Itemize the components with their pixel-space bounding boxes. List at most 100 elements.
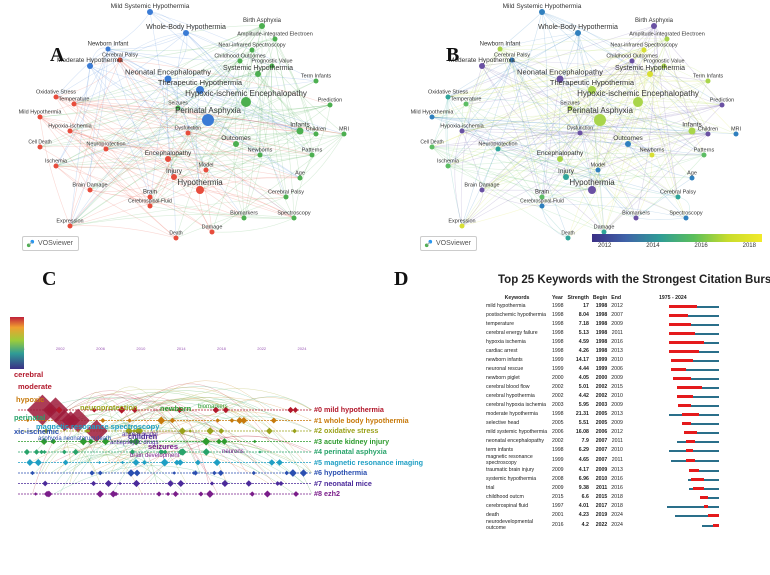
timeline-node xyxy=(34,492,38,496)
timeline-node xyxy=(264,490,271,497)
network-term-label: Newborns xyxy=(248,148,273,154)
burst-begin: 2006 xyxy=(591,428,609,437)
burst-strength: 4.23 xyxy=(566,511,591,520)
panel-c-timeline: C 19982002200620102014201820222024 #0 mi… xyxy=(0,262,385,570)
network-term-label: Newborns xyxy=(640,148,665,154)
burst-bar xyxy=(627,311,719,320)
timeline-node xyxy=(198,491,203,496)
burst-bar-cell xyxy=(625,410,721,419)
network-term-label: Mild Hypothermia xyxy=(19,110,63,116)
burst-begin: 2005 xyxy=(591,419,609,428)
timeline-node xyxy=(246,480,253,487)
network-term-label: Near-infrared Spectroscopy xyxy=(218,43,286,49)
colorbar-tick: 2012 xyxy=(598,243,611,249)
network-term-label: Ischemia xyxy=(45,159,68,165)
network-term-label: Model xyxy=(199,163,214,169)
header-end: End xyxy=(609,294,625,302)
burst-bar-cell xyxy=(625,475,721,484)
burst-interval xyxy=(700,496,707,499)
network-node xyxy=(633,97,643,107)
burst-bar-cell xyxy=(625,455,721,466)
network-term-label: Term Infants xyxy=(301,74,332,80)
burst-bar xyxy=(627,374,719,383)
timeline-node-label: xic-ischemic xyxy=(14,427,59,436)
burst-bar xyxy=(627,383,719,392)
network-term-label: Patterns xyxy=(694,148,715,154)
burst-keyword: magnetic resonance spectroscopy xyxy=(484,455,550,466)
burst-bar-cell xyxy=(625,428,721,437)
timeline-node xyxy=(292,429,297,434)
timeline-node xyxy=(177,459,184,466)
cluster-label: #8 ezh2 xyxy=(314,489,340,498)
burst-year: 1998 xyxy=(550,446,566,455)
timeline-node-label: moderate xyxy=(18,382,52,391)
burst-begin: 2009 xyxy=(591,466,609,475)
burst-end: 2006 xyxy=(609,365,625,374)
header-begin: Begin xyxy=(591,294,609,302)
timeline-node xyxy=(161,459,169,467)
burst-strength: 6.6 xyxy=(566,493,591,502)
network-term-label: Biomarkers xyxy=(230,211,258,217)
burst-interval xyxy=(682,413,699,416)
burst-bar-cell xyxy=(625,502,721,511)
network-node xyxy=(689,128,696,135)
network-edge xyxy=(294,155,312,218)
network-edge xyxy=(636,218,686,219)
burst-bar xyxy=(627,456,719,465)
network-term-label: Damage xyxy=(202,225,223,231)
network-term-label: Cell Death xyxy=(28,140,52,146)
network-term-label: Whole-Body Hypothermia xyxy=(538,24,618,31)
network-term-label: Systemic Hypothermia xyxy=(223,65,293,72)
network-term-label: Term Infants xyxy=(693,74,724,80)
burst-interval xyxy=(682,422,691,425)
burst-strength: 7.9 xyxy=(566,437,591,446)
cluster-label: #6 hypothermia xyxy=(314,468,367,477)
burst-year: 2002 xyxy=(550,437,566,446)
burst-end: 2024 xyxy=(609,520,625,531)
burst-bar xyxy=(627,511,719,520)
burst-end: 2013 xyxy=(609,347,625,356)
timeline-arc xyxy=(54,466,234,494)
burst-keyword: postischemic hypothermia xyxy=(484,311,550,320)
burst-begin: 2010 xyxy=(591,475,609,484)
timeline-node xyxy=(133,459,140,466)
network-term-label: Newborn Infant xyxy=(480,42,521,48)
timeline-arc xyxy=(68,454,185,494)
burst-bar xyxy=(627,437,719,446)
network-term-label: Hypoxia-ischemia xyxy=(48,124,92,130)
burst-begin: 1999 xyxy=(591,356,609,365)
network-term-label: Outcomes xyxy=(221,135,251,142)
burst-year: 2005 xyxy=(550,419,566,428)
timeline-year-tick: 2006 xyxy=(96,346,106,351)
network-term-label: Newborn Infant xyxy=(88,42,129,48)
network-term-label: Brain Damage xyxy=(464,183,499,189)
burst-bar-cell xyxy=(625,437,721,446)
burst-keyword: cerebral hypothermia xyxy=(484,392,550,401)
burst-bar xyxy=(627,493,719,502)
network-term-label: Hypoxic-ischemic Encephalopathy xyxy=(185,89,307,98)
timeline-year-tick: 2010 xyxy=(136,346,146,351)
burst-bar-cell xyxy=(625,466,721,475)
burst-strength: 21.31 xyxy=(566,410,591,419)
burst-year: 2002 xyxy=(550,392,566,401)
burst-bar-cell xyxy=(625,356,721,365)
network-term-label: Cerebrospinal-Fluid xyxy=(520,199,564,205)
network-term-label: Prediction xyxy=(318,98,342,104)
timeline-node-label: biomarkers xyxy=(198,404,228,410)
burst-year: 2000 xyxy=(550,374,566,383)
burst-bar xyxy=(627,475,719,484)
network-term-label: MRI xyxy=(731,127,742,133)
burst-interval xyxy=(693,487,704,490)
network-term-label: Outcomes xyxy=(613,135,643,142)
burst-keyword: mild hypothermia xyxy=(484,302,550,311)
timeline-node xyxy=(167,480,174,487)
burst-bar-cell xyxy=(625,520,721,531)
burst-strength: 4.2 xyxy=(566,520,591,531)
